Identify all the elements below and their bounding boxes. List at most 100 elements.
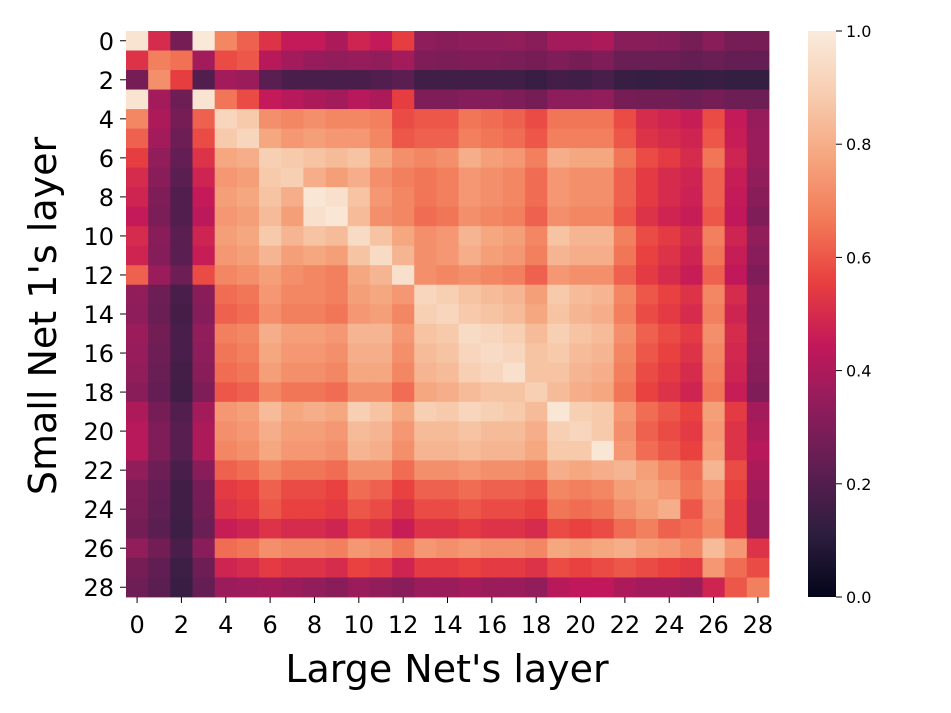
heatmap-cell (325, 70, 349, 90)
heatmap-cell (214, 343, 238, 364)
heatmap-cell (525, 440, 548, 461)
heatmap-cell (214, 499, 238, 520)
heatmap-cell (525, 187, 548, 208)
heatmap-cell (502, 167, 526, 188)
heatmap-cell (458, 518, 482, 539)
heatmap-cell (126, 187, 149, 208)
heatmap-cell (236, 382, 260, 403)
heatmap-cell (458, 323, 482, 344)
heatmap-cell (458, 148, 482, 169)
heatmap-cell (547, 382, 570, 403)
heatmap-cell (480, 323, 504, 344)
x-tick-label: 8 (307, 611, 322, 639)
heatmap-cell (613, 362, 637, 383)
heatmap-cell (613, 245, 637, 266)
colorbar-tick-label: 1.0 (846, 22, 871, 41)
heatmap-cell (436, 577, 459, 598)
heatmap-cell (214, 70, 238, 90)
heatmap-cell (192, 577, 216, 598)
heatmap-cell (347, 304, 371, 325)
heatmap-cell (192, 538, 216, 559)
heatmap-cell (281, 284, 304, 305)
heatmap-cell (392, 70, 415, 90)
heatmap-cell (569, 206, 593, 227)
heatmap-cell (436, 538, 459, 559)
heatmap-cell (347, 284, 371, 305)
heatmap-cell (214, 479, 238, 500)
heatmap-cell (436, 518, 459, 539)
heatmap-cell (480, 499, 504, 520)
heatmap-cell (658, 323, 681, 344)
heatmap-cell (170, 128, 193, 149)
heatmap-cell (746, 245, 770, 266)
heatmap-cell (635, 187, 659, 208)
heatmap-cell (702, 538, 726, 559)
heatmap-cell (369, 148, 393, 169)
heatmap-cell (480, 304, 504, 325)
heatmap-cell (569, 304, 593, 325)
heatmap-cell (480, 167, 504, 188)
heatmap-cell (658, 518, 681, 539)
heatmap-cell (502, 538, 526, 559)
heatmap-cell (547, 577, 570, 598)
heatmap-cell (369, 70, 393, 90)
heatmap-cell (458, 89, 482, 110)
heatmap-cell (658, 479, 681, 500)
heatmap-cell (525, 401, 548, 422)
heatmap-cell (658, 362, 681, 383)
heatmap-cell (525, 323, 548, 344)
heatmap-cell (170, 401, 193, 422)
heatmap-cell (369, 31, 393, 51)
heatmap-cell (613, 421, 637, 442)
heatmap-cell (547, 109, 570, 129)
heatmap-cell (414, 362, 437, 383)
heatmap-cell (170, 538, 193, 559)
heatmap-cell (724, 557, 748, 578)
heatmap-cell (281, 538, 304, 559)
heatmap-cell (613, 323, 637, 344)
heatmap-cell (458, 401, 482, 422)
heatmap-cell (680, 109, 703, 129)
heatmap-cell (170, 479, 193, 500)
heatmap-cell (303, 343, 326, 364)
heatmap-cell (170, 440, 193, 461)
heatmap-cell (658, 421, 681, 442)
heatmap-cell (658, 206, 681, 227)
heatmap-cell (303, 31, 326, 51)
heatmap-cell (547, 557, 570, 578)
heatmap-cell (591, 109, 615, 129)
heatmap-cell (392, 167, 415, 188)
heatmap-cell (502, 440, 526, 461)
heatmap-cell (525, 70, 548, 90)
heatmap-cell (480, 245, 504, 266)
heatmap-cell (613, 343, 637, 364)
heatmap-cell (702, 479, 726, 500)
heatmap-cell (591, 577, 615, 598)
heatmap-cell (502, 226, 526, 247)
heatmap-cell (170, 557, 193, 578)
heatmap-cell (236, 323, 260, 344)
heatmap-cell (214, 557, 238, 578)
heatmap-cell (613, 577, 637, 598)
heatmap-cell (259, 460, 282, 481)
heatmap-cell (126, 401, 149, 422)
heatmap-cell (259, 362, 282, 383)
heatmap-cell (613, 109, 637, 129)
heatmap-cell (702, 128, 726, 149)
heatmap-cell (658, 460, 681, 481)
heatmap-cell (369, 50, 393, 71)
y-tick-label: 6 (99, 145, 114, 173)
heatmap-cell (303, 362, 326, 383)
heatmap-cell (369, 577, 393, 598)
heatmap-cell (369, 401, 393, 422)
heatmap-cell (214, 89, 238, 110)
heatmap-cell (192, 31, 216, 51)
heatmap-cell (259, 538, 282, 559)
heatmap-cell (259, 440, 282, 461)
heatmap-cell (525, 499, 548, 520)
heatmap-cell (702, 557, 726, 578)
heatmap-cell (236, 518, 260, 539)
heatmap-cell (259, 265, 282, 286)
heatmap-cell (148, 50, 171, 71)
